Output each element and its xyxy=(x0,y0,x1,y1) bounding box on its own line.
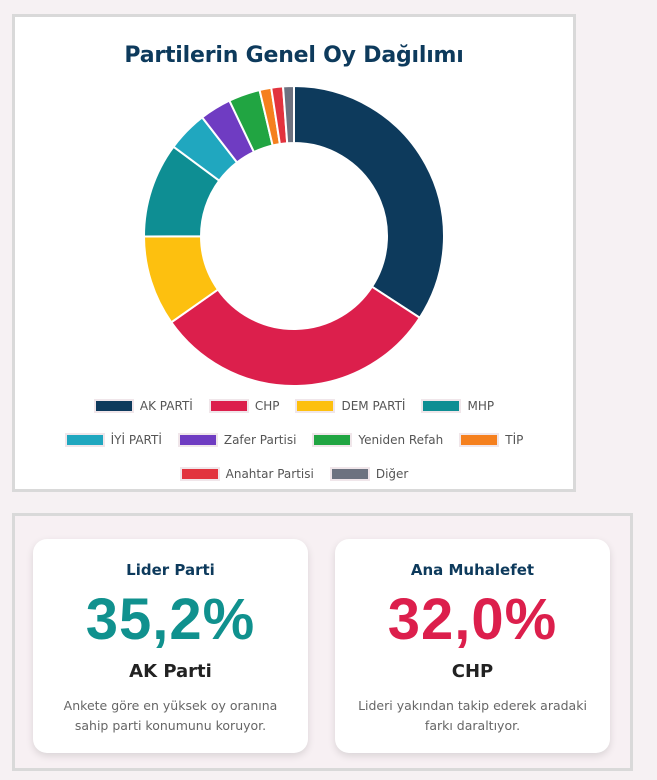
legend-swatch xyxy=(329,467,370,481)
legend-swatch xyxy=(459,433,500,447)
legend-label: İYİ PARTİ xyxy=(110,433,162,447)
donut-slice-0 xyxy=(293,84,445,320)
legend-label: DEM PARTİ xyxy=(341,399,406,413)
legend-item[interactable]: Anahtar Partisi xyxy=(179,467,314,481)
legend-item[interactable]: İYİ PARTİ xyxy=(64,433,162,447)
opposition-stat-party: CHP xyxy=(451,661,494,682)
legend-label: MHP xyxy=(467,399,495,413)
chart-card: Partilerin Genel Oy Dağılımı AK PARTİ CHP… xyxy=(12,14,576,492)
legend-item[interactable]: AK PARTİ xyxy=(93,399,193,413)
legend-swatch xyxy=(208,399,249,413)
legend-item[interactable]: TİP xyxy=(459,433,523,447)
legend-item[interactable]: Yeniden Refah xyxy=(312,433,443,447)
leader-stat-box: Lider Parti 35,2% AK Parti Ankete göre e… xyxy=(33,539,308,753)
legend-swatch xyxy=(421,399,462,413)
legend-swatch xyxy=(295,399,336,413)
opposition-stat-label: Ana Muhalefet xyxy=(410,561,535,579)
legend-label: TİP xyxy=(505,433,524,447)
legend-label: CHP xyxy=(254,399,280,413)
legend-label: Anahtar Partisi xyxy=(225,467,314,481)
legend-swatch xyxy=(177,433,218,447)
legend-item[interactable]: Zafer Partisi xyxy=(177,433,297,447)
legend-label: Yeniden Refah xyxy=(358,433,444,447)
legend-item[interactable]: MHP xyxy=(421,399,494,413)
legend-label: Zafer Partisi xyxy=(223,433,297,447)
chart-title: Partilerin Genel Oy Dağılımı xyxy=(124,43,464,68)
donut-slice-1 xyxy=(169,285,422,387)
opposition-stat-box: Ana Muhalefet 32,0% CHP Lideri yakından … xyxy=(335,539,610,753)
legend-swatch xyxy=(93,399,134,413)
leader-stat-party: AK Parti xyxy=(129,661,212,682)
opposition-stat-value: 32,0% xyxy=(387,587,558,652)
legend-item[interactable]: CHP xyxy=(208,399,280,413)
legend-label: Diğer xyxy=(375,467,409,481)
opposition-stat-desc: Lideri yakından takip ederek aradaki far… xyxy=(358,698,587,733)
leader-stat-desc: Ankete göre en yüksek oy oranına sahip p… xyxy=(63,698,278,733)
leader-stat-label: Lider Parti xyxy=(126,561,215,579)
legend-swatch xyxy=(312,433,353,447)
donut-chart xyxy=(142,84,445,387)
legend-item[interactable]: DEM PARTİ xyxy=(295,399,405,413)
stats-card: Lider Parti 35,2% AK Parti Ankete göre e… xyxy=(12,513,633,771)
legend-label: AK PARTİ xyxy=(139,399,193,413)
legend-swatch xyxy=(179,467,220,481)
chart-legend: AK PARTİ CHP DEM PARTİ MHP İYİ PARTİ Zafer Pa… xyxy=(55,399,533,481)
legend-swatch xyxy=(64,433,105,447)
leader-stat-value: 35,2% xyxy=(85,587,256,652)
legend-item[interactable]: Diğer xyxy=(329,467,409,481)
donut-slice-9 xyxy=(281,84,295,145)
